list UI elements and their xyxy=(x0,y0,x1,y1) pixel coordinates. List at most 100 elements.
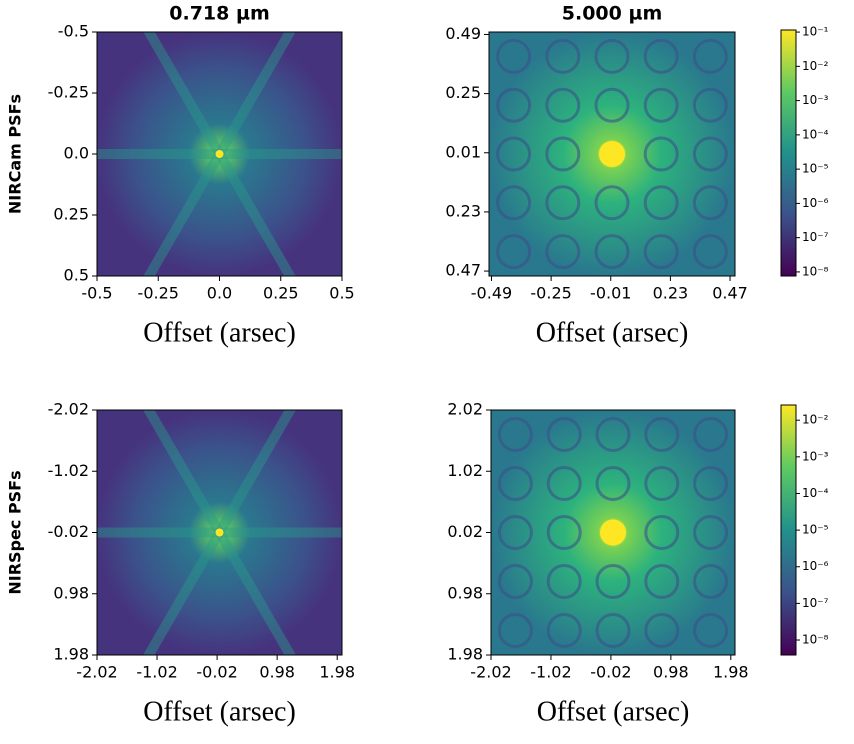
psf-ring xyxy=(546,564,582,599)
x-tick-label: 0.47 xyxy=(712,284,748,303)
psf-core xyxy=(599,141,625,167)
psf-ring xyxy=(595,613,631,648)
y-tick-label: 1.02 xyxy=(447,461,483,480)
x-tick-label: 0.0 xyxy=(207,284,232,303)
psf-core xyxy=(600,519,626,546)
x-axis-label: Offset (arsec) xyxy=(143,696,296,727)
psf-ring xyxy=(692,234,728,270)
psf-ring xyxy=(496,136,532,172)
colorbar-fill xyxy=(780,29,797,277)
axes-frame xyxy=(488,31,736,277)
x-tick-label: 0.5 xyxy=(329,284,354,303)
psf-layer xyxy=(97,410,342,655)
y-tick-label: 0.98 xyxy=(53,583,89,602)
psf-ring xyxy=(692,136,728,172)
colorbar-tick-label: 10⁻⁶ xyxy=(802,196,829,210)
x-tick-label: -0.25 xyxy=(530,284,571,303)
psf-ring xyxy=(643,185,679,221)
y-tick-label: -0.25 xyxy=(48,83,89,102)
y-tick-label: -1.02 xyxy=(48,461,89,480)
psf-ring xyxy=(496,38,532,74)
psf-image xyxy=(96,31,343,277)
y-tick-label: -0.02 xyxy=(48,522,89,541)
colorbar: 10⁻¹ 10⁻² 10⁻³ 10⁻⁴ 10⁻⁵ 10⁻⁶ 10⁻⁷ 10⁻⁸ xyxy=(780,25,829,278)
psf-ring xyxy=(643,234,679,270)
psf-ring xyxy=(595,417,631,452)
colorbar-tick-label: 10⁻⁷ xyxy=(802,230,829,244)
psf-ring xyxy=(643,87,679,123)
psf-layer xyxy=(491,410,735,655)
x-tick-label: 0.98 xyxy=(653,663,689,682)
psf-ring xyxy=(594,185,630,221)
colorbar-tick-label: 10⁻² xyxy=(802,413,829,427)
y-tick-label: 1.98 xyxy=(447,645,483,664)
psf-image xyxy=(490,409,736,656)
psf-ring xyxy=(545,87,581,123)
colorbar-tick-label: 10⁻² xyxy=(802,59,829,73)
x-axis-label: Offset (arsec) xyxy=(536,317,689,348)
psf-core xyxy=(215,150,224,158)
psf-ring xyxy=(644,466,680,501)
y-tick-label: 0.25 xyxy=(445,83,481,102)
psf-ring xyxy=(497,515,533,550)
colorbar-tick-label: 10⁻¹ xyxy=(802,25,829,39)
y-tick-label: 0.5 xyxy=(64,266,89,285)
colorbar-tick-label: 10⁻³ xyxy=(802,449,829,463)
psf-ring xyxy=(545,136,581,172)
y-tick-label: -0.5 xyxy=(58,22,89,41)
psf-ring xyxy=(496,234,532,270)
psf-ring xyxy=(594,38,630,74)
colorbar: 10⁻² 10⁻³ 10⁻⁴ 10⁻⁵ 10⁻⁶ 10⁻⁷ 10⁻⁸ xyxy=(780,404,829,656)
y-tick-label: -2.02 xyxy=(48,400,89,419)
colorbar-tick-label: 10⁻³ xyxy=(802,93,829,107)
psf-ring xyxy=(692,185,728,221)
psf-ring xyxy=(545,38,581,74)
x-tick-label: -0.02 xyxy=(196,663,237,682)
psf-core xyxy=(215,528,224,537)
psf-ring xyxy=(546,417,582,452)
y-tick-label: 0.23 xyxy=(445,201,481,220)
y-tick-label: 0.98 xyxy=(447,583,483,602)
y-tick-label: 0.47 xyxy=(445,261,481,280)
psf-ring xyxy=(644,613,680,648)
x-axis-label: Offset (arsec) xyxy=(143,317,296,348)
psf-layer xyxy=(97,32,342,276)
x-tick-label: -2.02 xyxy=(76,663,117,682)
colorbar-tick-label: 10⁻⁵ xyxy=(802,162,829,176)
colorbar-tick-label: 10⁻⁶ xyxy=(802,559,829,573)
psf-ring xyxy=(693,466,729,501)
y-tick-label: 0.02 xyxy=(447,522,483,541)
colorbar-tick-label: 10⁻⁵ xyxy=(802,523,829,537)
colorbar-tick-label: 10⁻⁷ xyxy=(802,596,829,610)
x-tick-label: -0.01 xyxy=(590,284,631,303)
panel-title: 5.000 µm xyxy=(562,3,663,25)
psf-ring xyxy=(643,38,679,74)
colorbar-fill xyxy=(780,404,797,656)
psf-ring xyxy=(644,417,680,452)
y-tick-label: 1.98 xyxy=(53,645,89,664)
x-tick-label: -1.02 xyxy=(530,663,571,682)
x-tick-label: 0.25 xyxy=(263,284,299,303)
psf-ring xyxy=(693,417,729,452)
psf-ring xyxy=(595,466,631,501)
y-tick-label: 0.01 xyxy=(445,142,481,161)
psf-ring xyxy=(692,38,728,74)
psf-ring xyxy=(497,417,533,452)
psf-ring xyxy=(496,185,532,221)
psf-ring xyxy=(594,234,630,270)
y-tick-label: 0.0 xyxy=(64,144,89,163)
psf-ring xyxy=(643,136,679,172)
x-tick-label: 0.98 xyxy=(259,663,295,682)
psf-ring xyxy=(546,515,582,550)
x-tick-label: -0.49 xyxy=(471,284,512,303)
psf-ring xyxy=(693,613,729,648)
x-tick-label: -0.25 xyxy=(138,284,179,303)
psf-ring xyxy=(546,466,582,501)
panel-title: 0.718 µm xyxy=(169,3,270,25)
psf-ring xyxy=(497,564,533,599)
psf-ring xyxy=(594,87,630,123)
psf-ring xyxy=(644,515,680,550)
psf-ring xyxy=(496,87,532,123)
colorbar-tick-label: 10⁻⁸ xyxy=(802,264,829,278)
